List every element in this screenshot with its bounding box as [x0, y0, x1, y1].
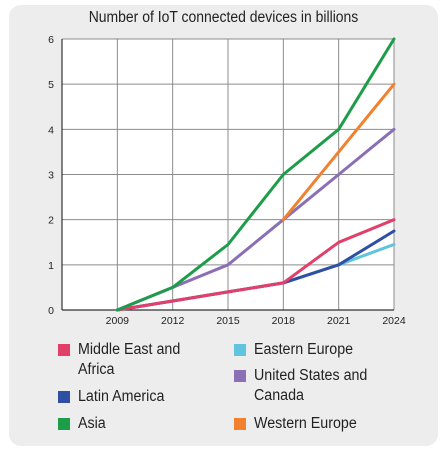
tick-labels: 0 1 2 3 4 5 6 2009 2012 2015 2018 2021 2024 — [48, 34, 406, 327]
y-tick-label: 6 — [48, 34, 54, 46]
x-tick-label: 2018 — [272, 315, 296, 327]
x-tick-label: 2024 — [382, 315, 406, 327]
y-tick-label: 3 — [48, 170, 54, 182]
x-tick-label: 2012 — [161, 315, 185, 327]
y-tick-label: 5 — [48, 79, 54, 91]
chart-title: Number of IoT connected devices in billi… — [88, 9, 359, 26]
y-tick-label: 1 — [48, 260, 54, 272]
y-tick-label: 4 — [48, 124, 54, 136]
x-tick-label: 2015 — [216, 315, 240, 327]
y-tick-label: 0 — [48, 305, 54, 317]
series-line-western-europe — [281, 82, 396, 222]
series-line-asia — [115, 37, 396, 312]
series-line-middle-east-and-africa — [115, 218, 396, 312]
x-tick-label: 2009 — [106, 315, 130, 327]
series-lines — [115, 37, 396, 312]
y-tick-label: 2 — [48, 215, 54, 227]
x-tick-label: 2021 — [327, 315, 351, 327]
